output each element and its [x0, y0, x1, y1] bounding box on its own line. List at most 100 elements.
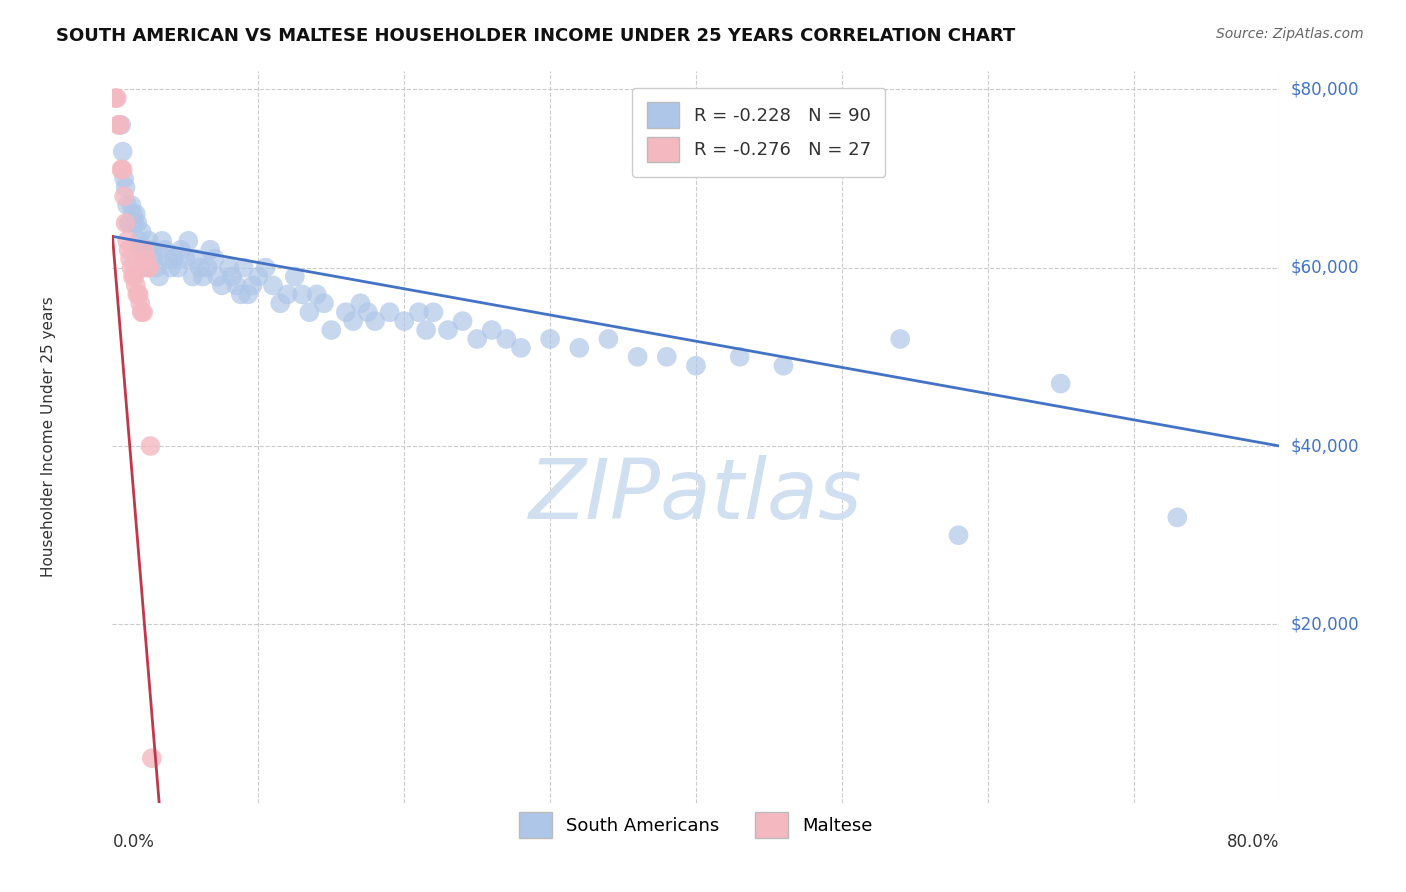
Point [728, 350, 751, 364]
Point [112, 189, 135, 203]
Point [242, 278, 264, 293]
Point [181, 269, 204, 284]
Point [321, 323, 343, 337]
Point [174, 252, 197, 266]
Point [128, 287, 150, 301]
Point [195, 260, 218, 275]
Point [349, 296, 371, 310]
Point [110, 162, 132, 177]
Point [225, 278, 247, 293]
Point [170, 243, 193, 257]
Point [538, 332, 561, 346]
Point [160, 260, 183, 275]
Point [117, 216, 139, 230]
Point [135, 243, 157, 257]
Legend: South Americans, Maltese: South Americans, Maltese [512, 805, 880, 845]
Point [200, 243, 222, 257]
Text: $40,000: $40,000 [1291, 437, 1360, 455]
Point [509, 341, 531, 355]
Point [232, 260, 254, 275]
Text: $80,000: $80,000 [1291, 80, 1360, 98]
Point [191, 269, 214, 284]
Text: 80.0%: 80.0% [1227, 833, 1279, 851]
Point [125, 207, 148, 221]
Point [139, 439, 162, 453]
Text: Householder Income Under 25 years: Householder Income Under 25 years [41, 297, 56, 577]
Point [132, 260, 155, 275]
Point [118, 216, 141, 230]
Point [481, 323, 503, 337]
Point [134, 243, 156, 257]
Point [364, 314, 387, 328]
Point [118, 252, 141, 266]
Point [148, 269, 170, 284]
Point [889, 332, 911, 346]
Point [437, 323, 460, 337]
Text: ZIPatlas: ZIPatlas [529, 455, 863, 536]
Point [305, 287, 328, 301]
Point [378, 305, 401, 319]
Point [138, 234, 160, 248]
Point [254, 260, 277, 275]
Point [136, 260, 159, 275]
Point [465, 332, 488, 346]
Point [568, 341, 591, 355]
Point [312, 296, 335, 310]
Point [115, 198, 138, 212]
Point [218, 260, 240, 275]
Point [107, 118, 129, 132]
Point [104, 91, 127, 105]
Point [131, 225, 153, 239]
Point [138, 260, 160, 275]
Point [495, 332, 517, 346]
Text: Source: ZipAtlas.com: Source: ZipAtlas.com [1216, 27, 1364, 41]
Point [125, 278, 148, 293]
Point [207, 269, 229, 284]
Point [221, 269, 243, 284]
Point [132, 305, 155, 319]
Point [188, 260, 211, 275]
Point [141, 243, 163, 257]
Point [112, 171, 135, 186]
Point [129, 243, 152, 257]
Point [134, 252, 156, 266]
Point [184, 252, 207, 266]
Point [122, 207, 145, 221]
Point [167, 260, 190, 275]
Point [105, 91, 128, 105]
Point [120, 260, 142, 275]
Point [204, 252, 226, 266]
Point [1049, 376, 1071, 391]
Point [422, 305, 444, 319]
Point [685, 359, 707, 373]
Point [135, 252, 157, 266]
Text: 0.0%: 0.0% [112, 833, 155, 851]
Text: $60,000: $60,000 [1291, 259, 1360, 277]
Point [408, 305, 430, 319]
Point [127, 287, 149, 301]
Point [415, 323, 437, 337]
Point [262, 278, 284, 293]
Point [247, 269, 270, 284]
Point [291, 287, 314, 301]
Point [115, 234, 138, 248]
Point [156, 252, 179, 266]
Point [114, 216, 136, 230]
Text: SOUTH AMERICAN VS MALTESE HOUSEHOLDER INCOME UNDER 25 YEARS CORRELATION CHART: SOUTH AMERICAN VS MALTESE HOUSEHOLDER IN… [56, 27, 1015, 45]
Point [298, 305, 321, 319]
Point [451, 314, 474, 328]
Point [127, 216, 149, 230]
Point [128, 234, 150, 248]
Point [124, 216, 146, 230]
Point [342, 314, 364, 328]
Point [117, 243, 139, 257]
Point [598, 332, 620, 346]
Point [163, 252, 186, 266]
Point [141, 751, 163, 765]
Point [108, 118, 131, 132]
Point [211, 278, 233, 293]
Point [110, 118, 132, 132]
Point [153, 243, 176, 257]
Point [111, 162, 134, 177]
Point [150, 234, 173, 248]
